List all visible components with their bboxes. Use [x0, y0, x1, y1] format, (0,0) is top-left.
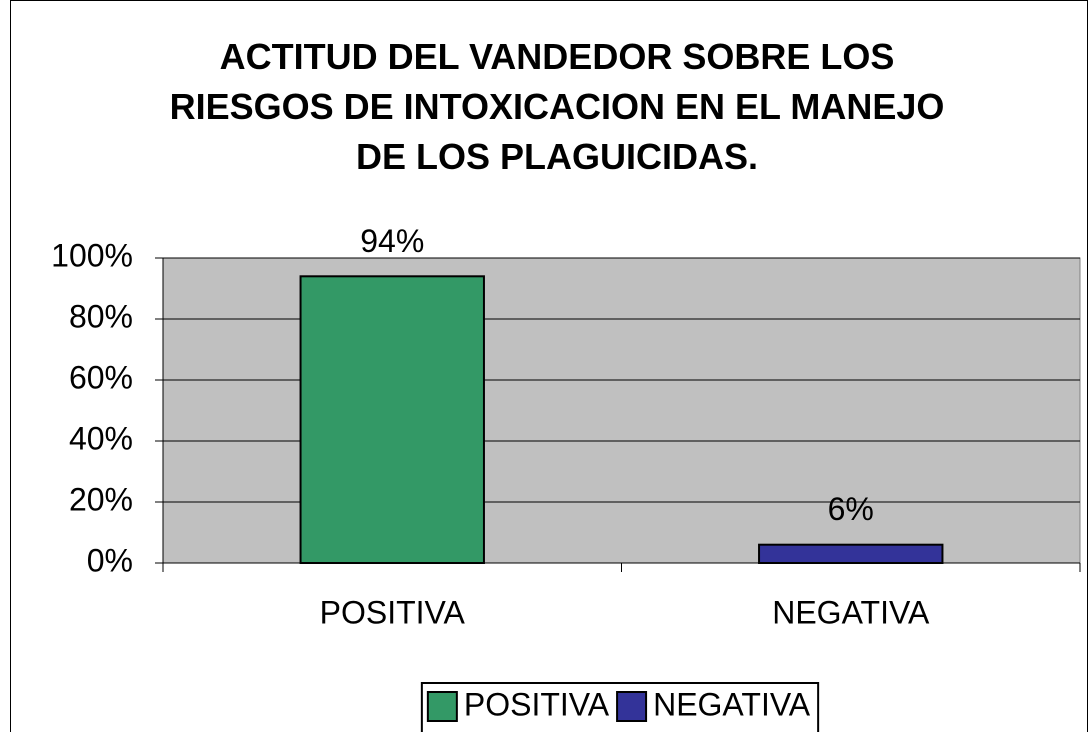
- legend-label: NEGATIVA: [653, 686, 811, 722]
- legend-swatch: [426, 691, 458, 722]
- value-label: 94%: [360, 223, 424, 259]
- chart-title: ACTITUD DEL VANDEDOR SOBRE LOS RIESGOS D…: [169, 36, 945, 177]
- legend-swatch: [616, 691, 648, 722]
- legend-label: POSITIVA: [464, 686, 610, 722]
- value-label: 6%: [828, 491, 874, 527]
- y-tick-label: 40%: [69, 420, 133, 456]
- y-tick-label: 20%: [69, 481, 133, 517]
- y-tick-label: 80%: [69, 298, 133, 334]
- bar: [299, 275, 485, 564]
- x-tick-label: POSITIVA: [320, 594, 466, 630]
- y-tick-label: 60%: [69, 359, 133, 395]
- bar: [758, 543, 944, 565]
- y-tick-label: 0%: [87, 542, 133, 578]
- y-tick-label: 100%: [51, 237, 133, 273]
- x-tick-label: NEGATIVA: [772, 594, 930, 630]
